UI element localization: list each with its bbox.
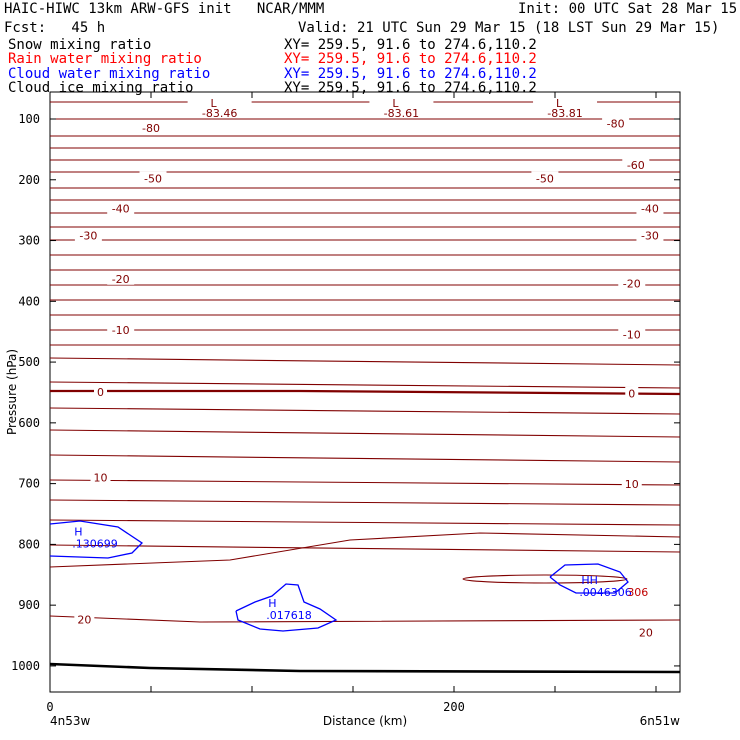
isotherm-line xyxy=(49,357,681,366)
contour-label-mask xyxy=(107,201,135,215)
y-tick-label: 500 xyxy=(18,355,40,369)
x-end-label: 6n51w xyxy=(640,714,681,728)
freezing-level-line xyxy=(50,389,681,396)
contour-label: 20 xyxy=(77,614,91,627)
isotherm-line xyxy=(49,519,681,526)
contour-label: -20 xyxy=(623,278,641,291)
isotherm-line xyxy=(49,544,681,553)
contour-label-mask xyxy=(635,625,656,639)
low-value-label: -83.61 xyxy=(384,107,419,120)
forecast-hour: Fcst: 45 h xyxy=(4,20,106,36)
cloud-water-contour-middle xyxy=(235,583,338,632)
y-tick-label: 800 xyxy=(18,537,40,551)
high-mark: H xyxy=(268,597,276,610)
field-name-rain: Rain water mixing ratio xyxy=(8,51,202,67)
high-value-label: .130699 xyxy=(72,537,118,550)
isotherm-line xyxy=(49,532,681,568)
x-tick-label: 0 xyxy=(46,700,53,714)
contour-label: -30 xyxy=(641,230,659,243)
isotherm-line xyxy=(49,454,681,463)
y-axis-title: Pressure (hPa) xyxy=(5,349,19,435)
rain-overlap-label: 306 xyxy=(627,586,648,599)
field-xy-cloud-water: XY= 259.5, 91.6 to 274.6,110.2 xyxy=(284,66,537,82)
ground-line xyxy=(49,662,681,674)
high-mark: H xyxy=(74,525,82,538)
low-mark: L xyxy=(211,97,218,110)
contour-label: -50 xyxy=(144,173,162,186)
y-tick-label: 600 xyxy=(18,416,40,430)
contour-label: 0 xyxy=(628,388,635,401)
contour-label-mask xyxy=(602,116,630,130)
contour-label: -30 xyxy=(79,230,97,243)
isotherm-line xyxy=(49,479,681,486)
isotherm-line xyxy=(49,429,681,438)
contour-label-mask xyxy=(90,470,111,484)
low-value-label: -83.81 xyxy=(547,107,582,120)
contour-label-mask xyxy=(74,228,102,242)
y-tick-label: 100 xyxy=(18,112,40,126)
chart-title: HAIC-HIWC 13km ARW-GFS init NCAR/MMM xyxy=(4,1,325,17)
contour-label: -10 xyxy=(112,324,130,337)
contour-label-mask xyxy=(74,612,95,626)
field-xy-snow: XY= 259.5, 91.6 to 274.6,110.2 xyxy=(284,37,537,53)
field-xy-rain: XY= 259.5, 91.6 to 274.6,110.2 xyxy=(284,51,537,67)
contour-label: -80 xyxy=(607,117,625,130)
y-tick-label: 700 xyxy=(18,477,40,491)
contour-label-mask xyxy=(94,384,107,398)
y-tick-label: 400 xyxy=(18,294,40,308)
contour-label-mask xyxy=(107,322,135,336)
contour-label-mask xyxy=(137,121,165,135)
contour-label-mask xyxy=(139,171,167,185)
contour-label: 10 xyxy=(94,472,108,485)
high-value-label: .017618 xyxy=(266,609,312,622)
contour-label-mask xyxy=(621,477,642,491)
low-label-mask xyxy=(369,96,434,118)
contour-label-mask xyxy=(618,276,646,290)
isotherm-line xyxy=(49,499,681,506)
contour-label: -20 xyxy=(112,273,130,286)
contour-label-mask xyxy=(618,327,646,341)
isotherm-line xyxy=(49,381,681,389)
contour-label-mask xyxy=(107,271,135,285)
cloud-water-contour-right xyxy=(549,563,629,594)
x-start-label: 4n53w xyxy=(50,714,91,728)
x-tick-label: 200 xyxy=(443,700,465,714)
contour-label-mask xyxy=(636,201,664,215)
high-value-label: .0046306 xyxy=(579,586,632,599)
y-tick-label: 200 xyxy=(18,173,40,187)
isotherm-line xyxy=(49,615,681,623)
contour-label: -10 xyxy=(623,329,641,342)
isotherm-closed-contour xyxy=(462,574,628,584)
high-mark: HH xyxy=(581,574,598,587)
isotherm-line xyxy=(49,407,681,415)
contour-label: -40 xyxy=(112,202,130,215)
low-label-mask xyxy=(533,96,598,118)
low-label-mask xyxy=(187,96,252,118)
contour-label-mask xyxy=(636,228,664,242)
field-name-cloud-water: Cloud water mixing ratio xyxy=(8,66,211,82)
contour-label: 20 xyxy=(639,627,653,640)
contour-label-mask xyxy=(625,386,639,400)
y-tick-label: 300 xyxy=(18,234,40,248)
contour-label: 10 xyxy=(625,478,639,491)
x-axis-title: Distance (km) xyxy=(323,714,407,728)
contour-label: -80 xyxy=(142,122,160,135)
low-mark: L xyxy=(556,97,563,110)
low-mark: L xyxy=(392,97,399,110)
valid-time: Valid: 21 UTC Sun 29 Mar 15 (18 LST Sun … xyxy=(298,20,720,36)
init-time: Init: 00 UTC Sat 28 Mar 15 xyxy=(518,1,738,17)
contour-label: 0 xyxy=(97,386,104,399)
contour-label: -60 xyxy=(627,159,645,172)
field-name-snow: Snow mixing ratio xyxy=(8,37,152,53)
y-tick-label: 900 xyxy=(18,598,40,612)
contour-label: -50 xyxy=(536,173,554,186)
cloud-water-contour-left xyxy=(49,520,144,559)
y-tick-label: 1000 xyxy=(11,659,40,673)
contour-label: -40 xyxy=(641,202,659,215)
low-value-label: -83.46 xyxy=(202,107,237,120)
contour-label-mask xyxy=(531,171,559,185)
contour-label-mask xyxy=(622,158,650,172)
